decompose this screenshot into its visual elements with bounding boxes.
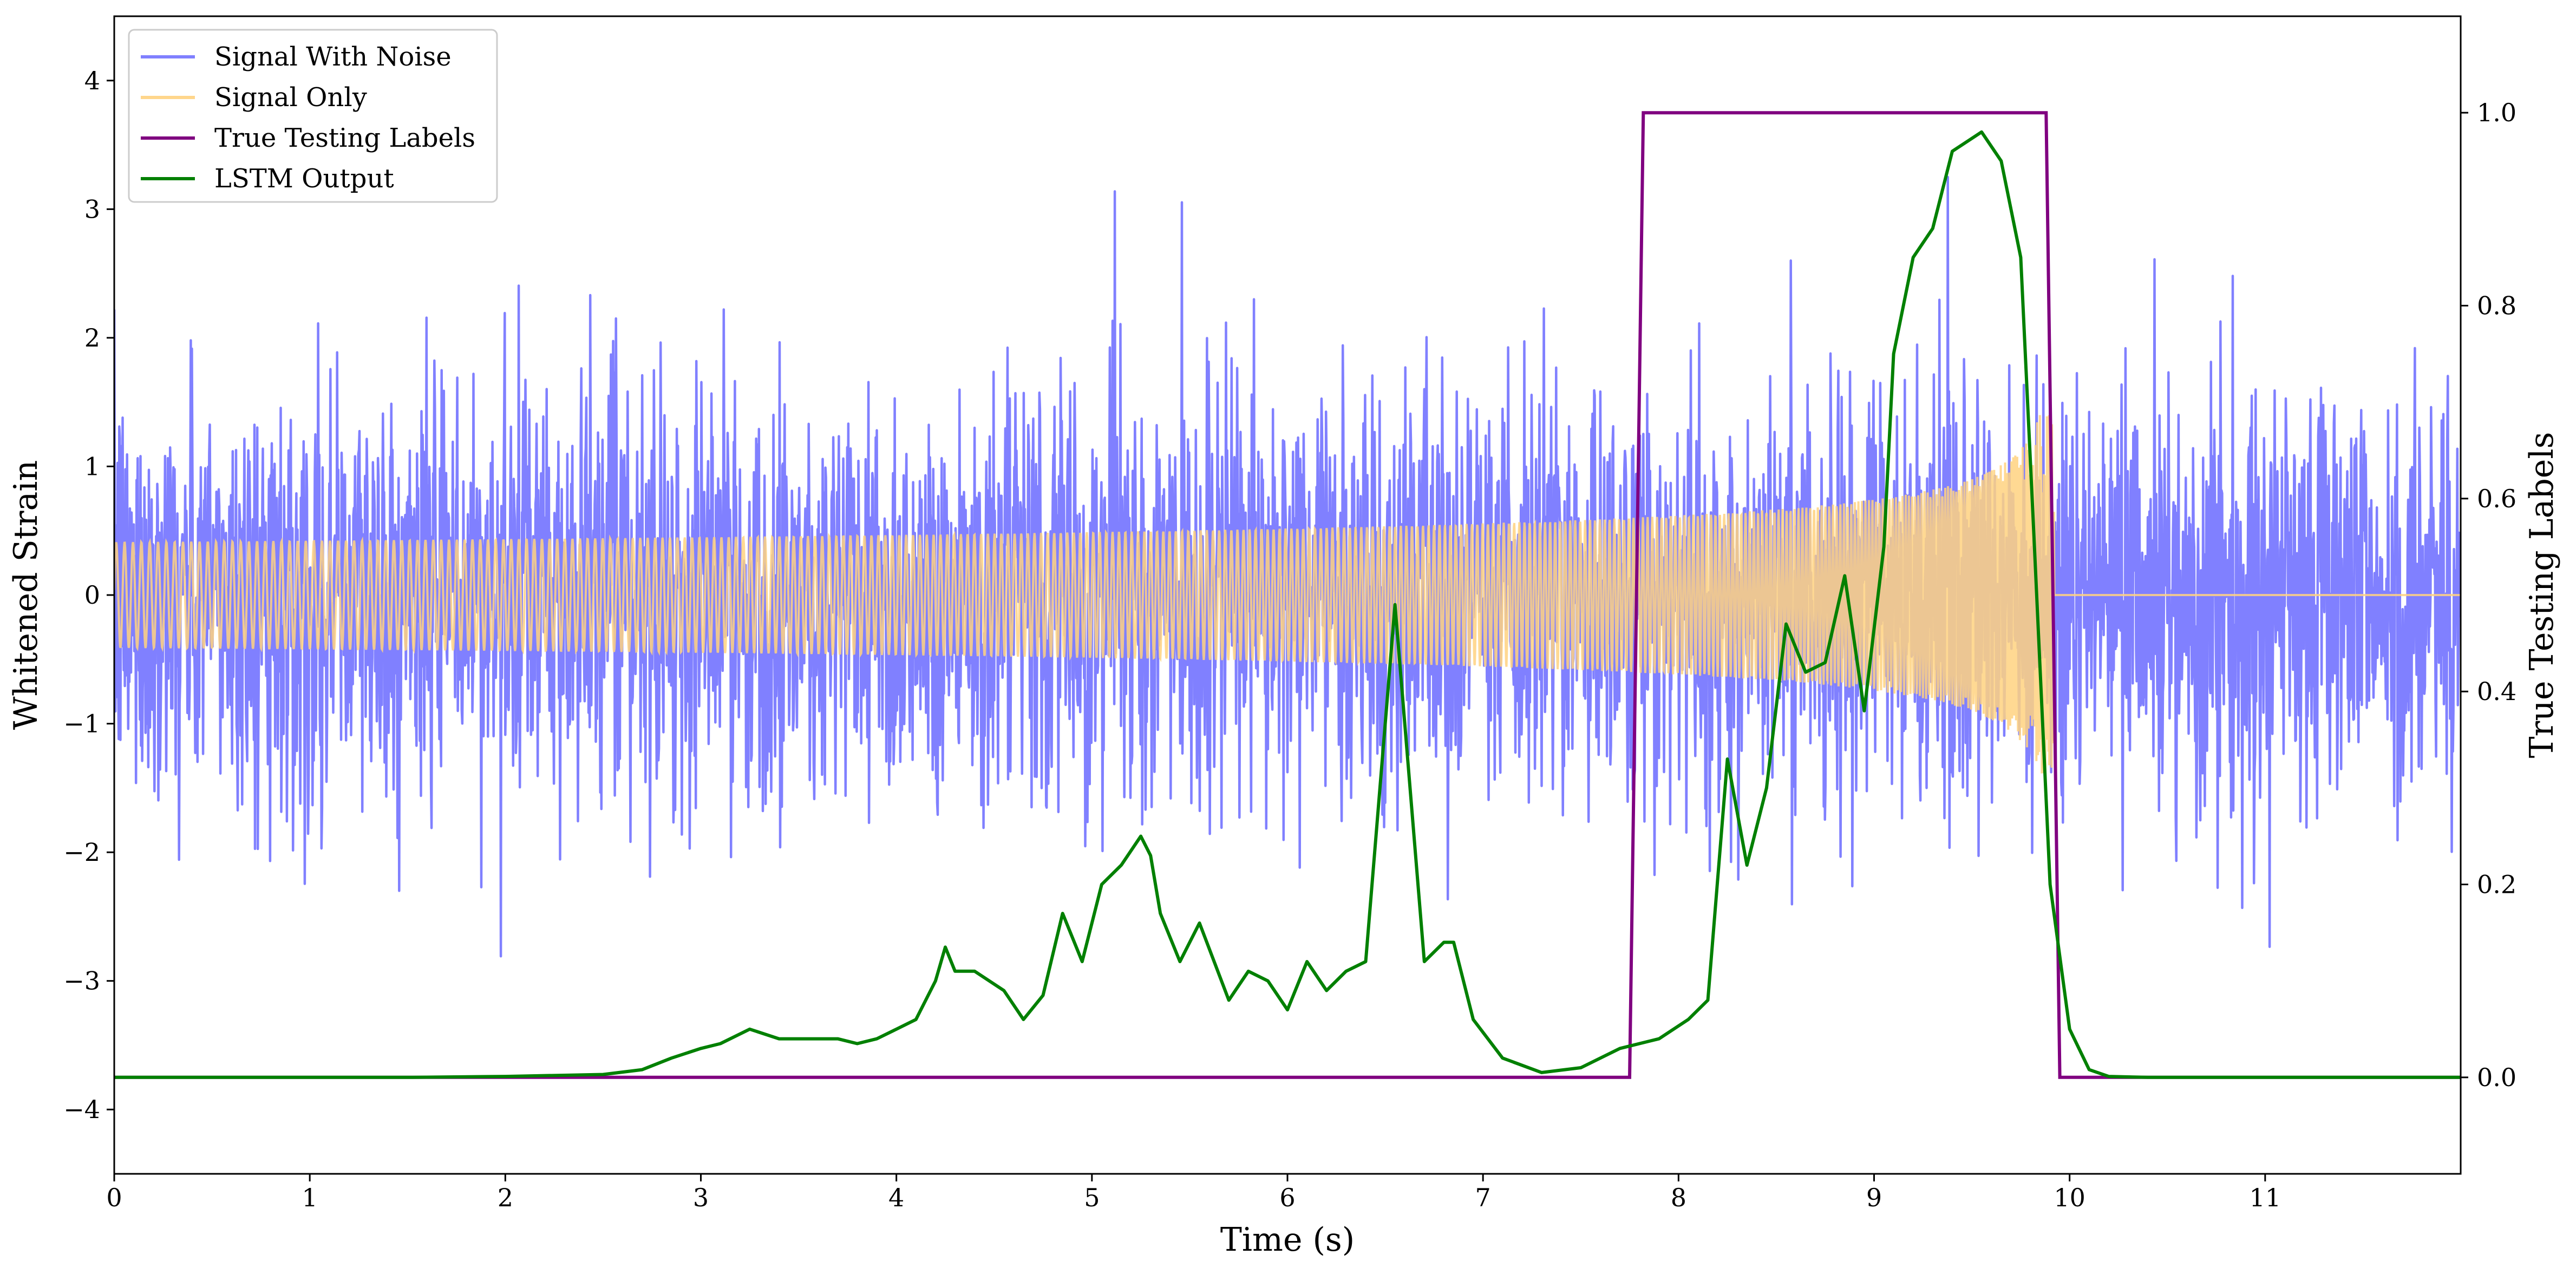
legend-label: True Testing Labels [214,123,475,153]
legend-label: LSTM Output [214,164,394,194]
x-tick-label: 7 [1475,1183,1491,1212]
x-tick-label: 8 [1671,1183,1686,1212]
x-tick-label: 11 [2250,1183,2281,1212]
y-tick-label: −2 [63,838,100,867]
x-tick-label: 3 [693,1183,709,1212]
y2-tick-label: 0.0 [2477,1063,2516,1092]
y2-tick-label: 0.2 [2477,870,2516,899]
series-lstm-output-line [114,130,2461,1079]
y-tick-label: 4 [84,66,100,95]
axes: 0 1 2 3 4 5 6 7 8 9 10 11 −4 −3 −2 −1 0 1 2 3 4 0.0 0.2 0.4 0.6 0… [7,15,2561,1259]
y-axis-title: Whitened Strain [7,460,45,730]
x-tick-label: 5 [1084,1183,1100,1212]
x-tick-label: 0 [106,1183,122,1212]
x-axis-title: Time (s) [1220,1221,1355,1259]
x-tick-label: 4 [888,1183,904,1212]
y-tick-label: −3 [63,966,100,996]
legend-label: Signal Only [214,82,367,113]
x-tick-label: 1 [302,1183,318,1212]
y-tick-label: 0 [84,580,100,610]
y2-tick-label: 0.8 [2477,291,2516,321]
y2-tick-label: 0.6 [2477,484,2516,513]
y2-tick-label: 1.0 [2477,98,2516,127]
y-tick-label: −1 [63,709,100,739]
legend-label: Signal With Noise [214,42,452,72]
y-tick-label: 2 [84,323,100,352]
series-signal-only-line [114,415,2461,775]
legend: Signal With Noise Signal Only True Testing… [128,29,498,203]
legend-box [128,29,498,203]
y-tick-label: 3 [84,194,100,224]
x-tick-label: 6 [1279,1183,1295,1212]
y2-tick-label: 0.4 [2477,677,2516,706]
y-tick-label: −4 [63,1095,100,1124]
y2-axis-title: True Testing Labels [2523,432,2561,759]
series-signal-with-noise-line [114,175,2461,958]
x-tick-label: 10 [2054,1183,2085,1212]
x-tick-label: 9 [1866,1183,1882,1212]
x-tick-label: 2 [498,1183,513,1212]
y-tick-label: 1 [84,452,100,481]
plot-area [114,111,2461,1079]
